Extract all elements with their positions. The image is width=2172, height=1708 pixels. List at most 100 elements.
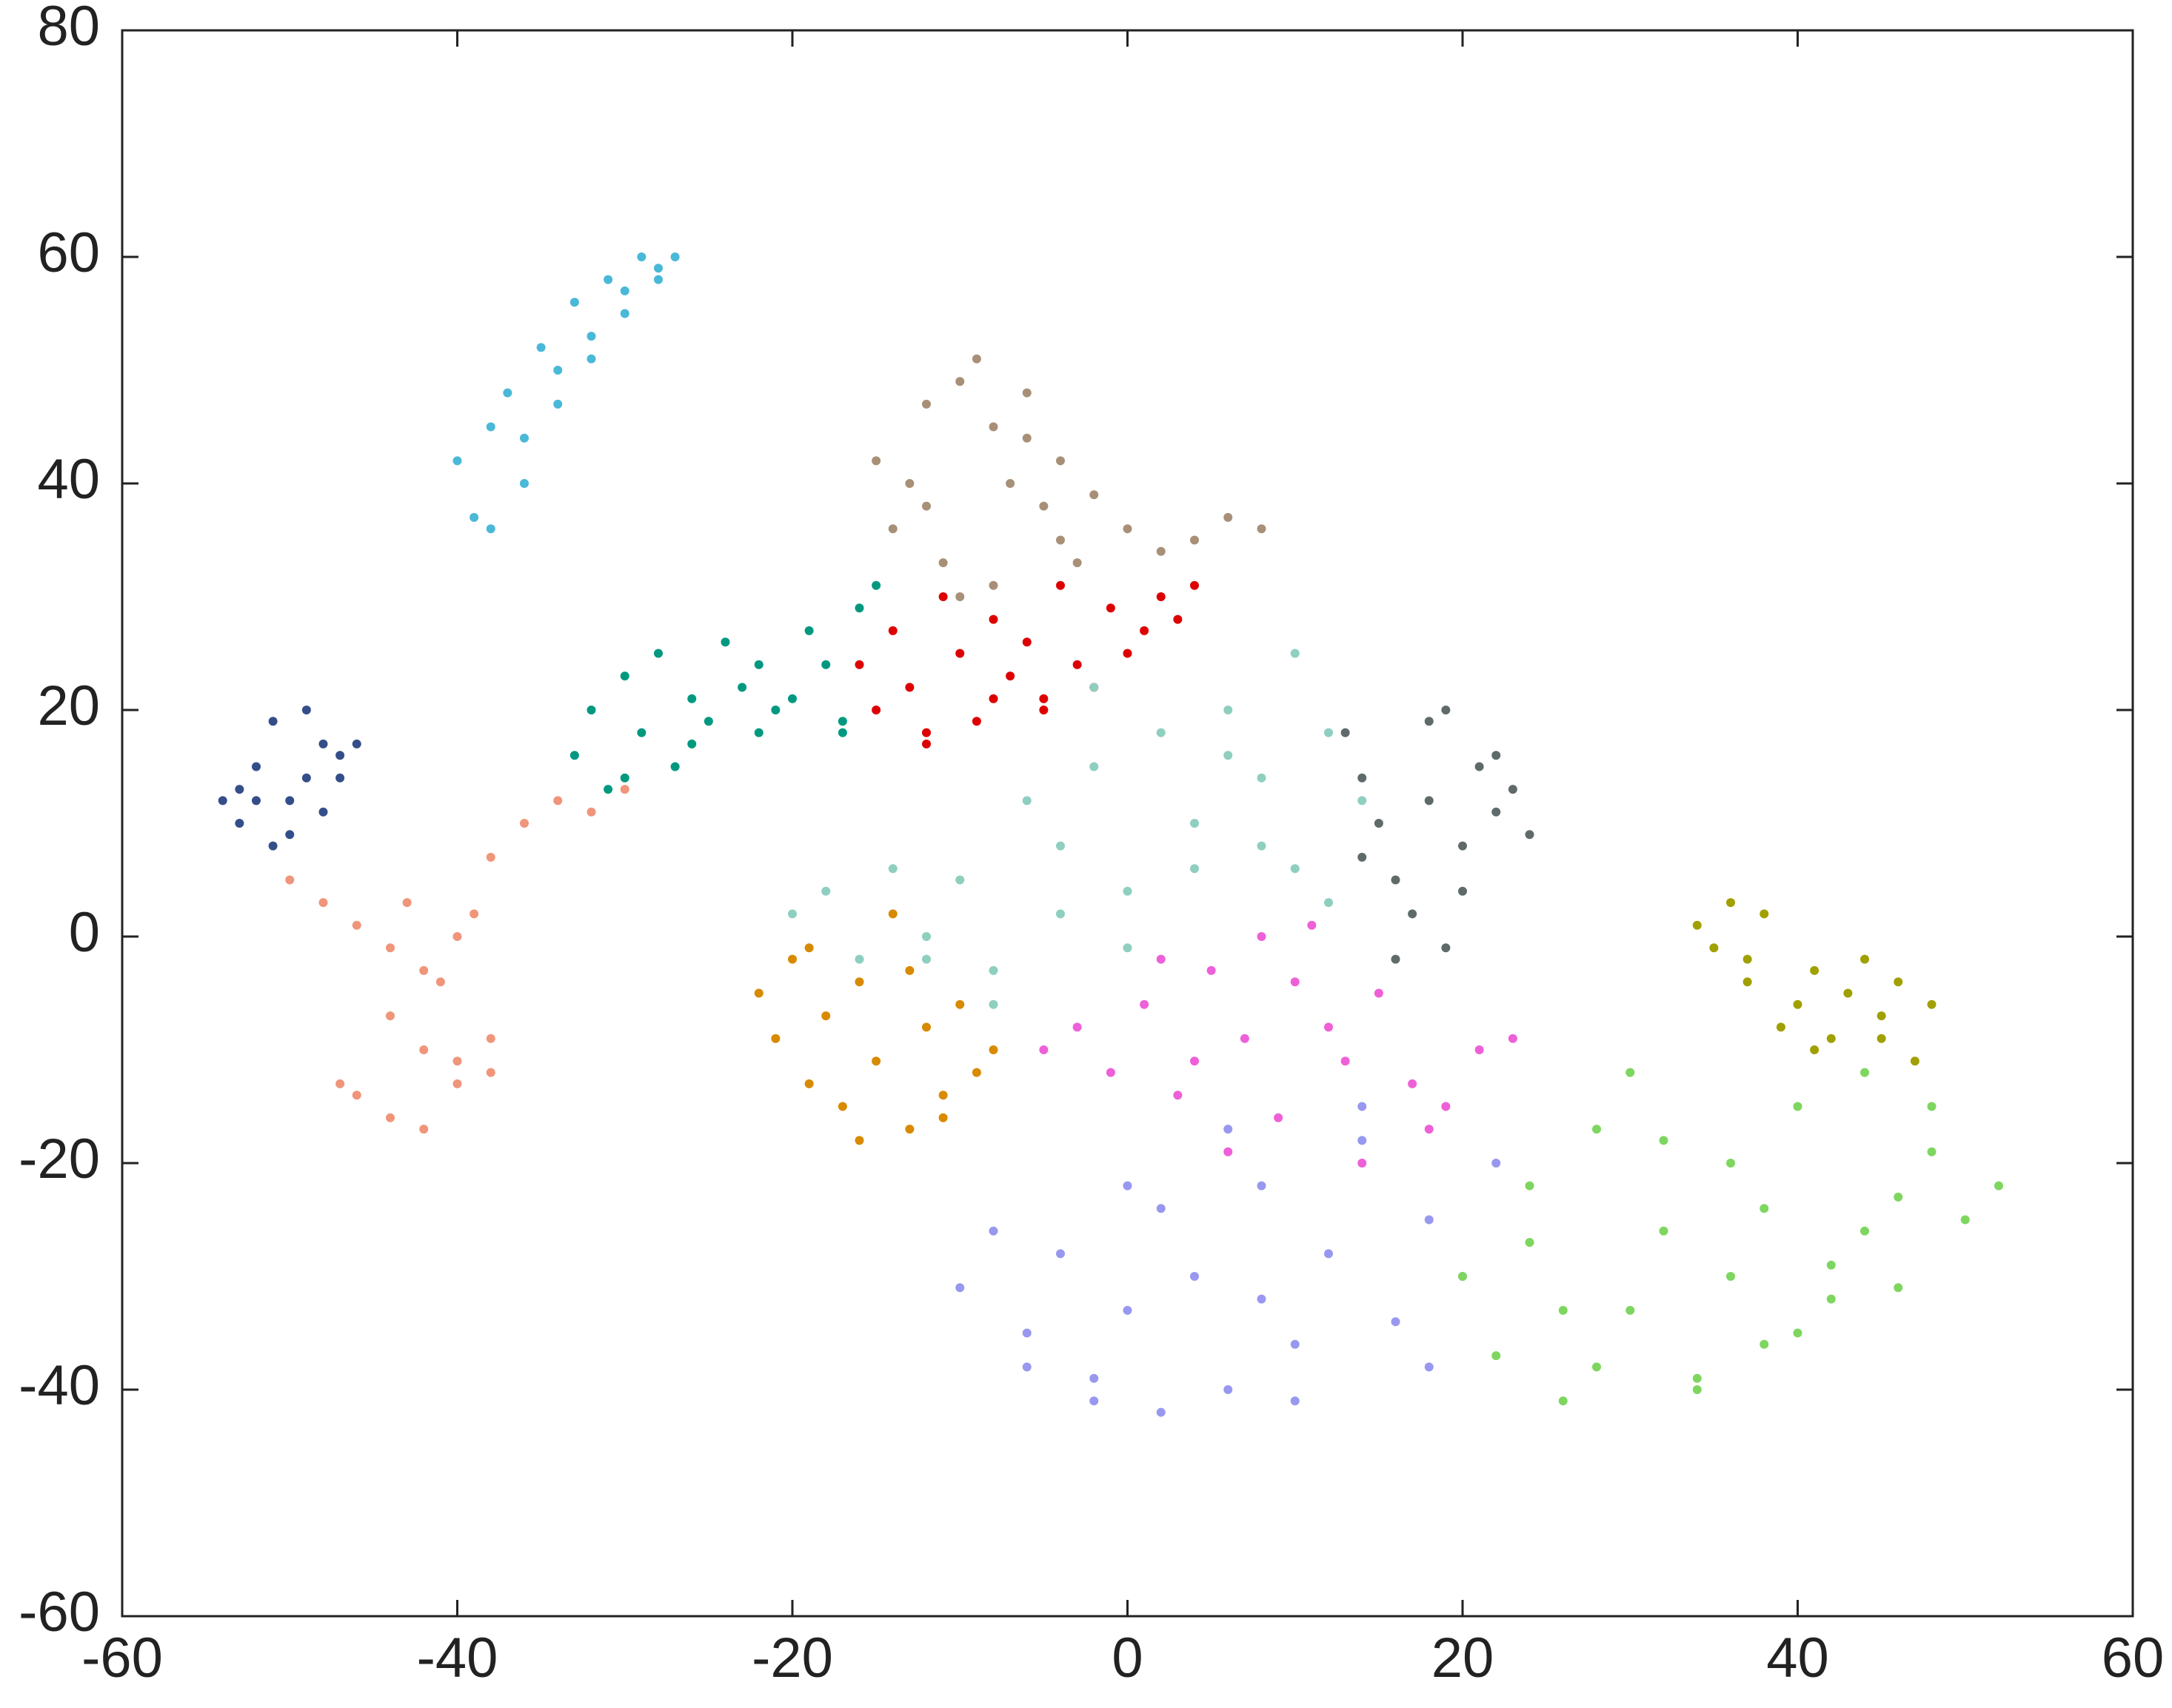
point (1960, 1215, 1970, 1225)
point (470, 909, 479, 919)
point (1441, 706, 1451, 714)
point (1441, 1102, 1451, 1111)
point (1760, 1204, 1769, 1213)
point (1324, 1249, 1333, 1259)
point (1089, 490, 1099, 500)
point (520, 819, 529, 828)
y-tick-label: -60 (19, 1581, 100, 1644)
point (1860, 1068, 1869, 1077)
point (486, 524, 495, 534)
point (821, 1011, 831, 1021)
point (1458, 841, 1467, 851)
point (687, 739, 697, 748)
point (1910, 1056, 1919, 1066)
point (1257, 1181, 1266, 1190)
point (955, 999, 965, 1009)
point (1190, 1056, 1199, 1066)
point (1793, 1102, 1802, 1111)
point (888, 909, 898, 919)
point (1709, 943, 1719, 953)
point (1424, 717, 1434, 726)
point (1123, 1305, 1132, 1315)
point (252, 762, 261, 771)
point (1123, 524, 1132, 534)
point (419, 1125, 429, 1134)
point (654, 275, 663, 284)
point (838, 1102, 847, 1111)
point (1257, 932, 1266, 941)
point (754, 660, 763, 669)
point (1156, 1204, 1166, 1213)
point (1424, 796, 1434, 806)
point (872, 706, 881, 714)
point (285, 830, 295, 840)
point (1625, 1305, 1635, 1315)
point (1692, 920, 1702, 930)
point (1324, 728, 1333, 737)
point (1056, 580, 1065, 590)
point (486, 1034, 495, 1043)
point (1123, 649, 1132, 658)
point (1391, 954, 1400, 964)
point (1927, 999, 1937, 1009)
point (536, 343, 546, 352)
point (486, 852, 495, 862)
point (1726, 1272, 1735, 1281)
point (1374, 819, 1383, 828)
point (553, 796, 563, 806)
point (1525, 1181, 1534, 1190)
point (1190, 535, 1199, 545)
point (335, 773, 345, 783)
point (654, 649, 663, 658)
point (1324, 898, 1333, 908)
point (654, 264, 663, 273)
point (1056, 1249, 1065, 1259)
point (855, 660, 864, 669)
point (1558, 1305, 1568, 1315)
point (754, 988, 763, 998)
point (318, 739, 328, 748)
point (1072, 660, 1082, 669)
point (1223, 706, 1233, 714)
point (989, 1226, 998, 1236)
point (620, 672, 629, 681)
point (704, 717, 713, 726)
point (235, 785, 244, 794)
point (1307, 920, 1317, 930)
point (754, 728, 763, 737)
point (1106, 603, 1115, 613)
point (1173, 614, 1183, 624)
point (905, 965, 915, 975)
point (1793, 1328, 1802, 1338)
point (938, 1113, 948, 1122)
point (1474, 1045, 1484, 1054)
point (637, 252, 646, 261)
point (352, 920, 361, 930)
point (922, 728, 931, 737)
point (386, 1011, 395, 1021)
point (1006, 479, 1015, 488)
point (1391, 875, 1400, 885)
point (419, 1045, 429, 1054)
point (1491, 751, 1501, 760)
point (1290, 649, 1300, 658)
point (955, 377, 965, 386)
point (855, 977, 864, 987)
point (1257, 841, 1266, 851)
point (1190, 864, 1199, 874)
point (955, 592, 965, 601)
point (872, 1056, 881, 1066)
point (569, 751, 579, 760)
point (888, 864, 898, 874)
point (1860, 1226, 1869, 1236)
point (301, 773, 311, 783)
point (1140, 626, 1149, 635)
point (335, 751, 345, 760)
point (1659, 1226, 1668, 1236)
point (1994, 1181, 2003, 1190)
point (955, 649, 965, 658)
point (1357, 1159, 1367, 1168)
point (386, 1113, 395, 1122)
point (587, 807, 596, 817)
